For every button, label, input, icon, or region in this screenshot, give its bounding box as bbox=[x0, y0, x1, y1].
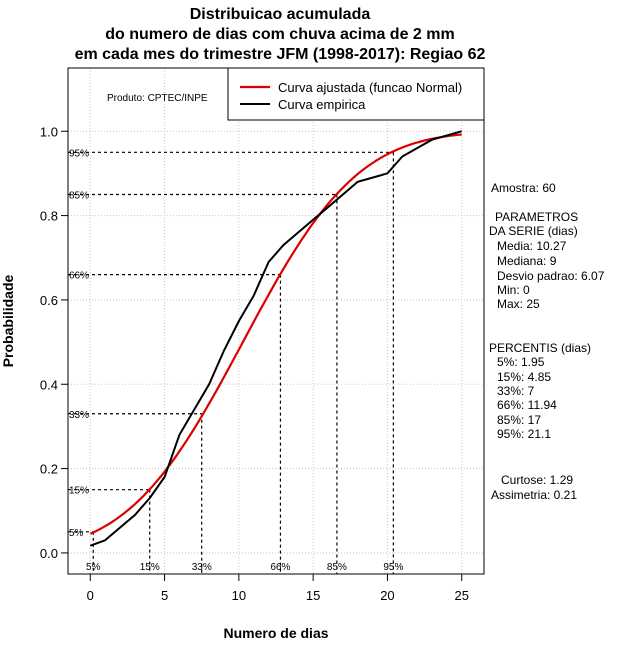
fitted-normal-curve bbox=[89, 133, 462, 535]
x-tick-label: 25 bbox=[454, 588, 468, 603]
percentile-label-y: 85% bbox=[69, 191, 89, 202]
product-label: Produto: CPTEC/INPE bbox=[107, 93, 208, 104]
legend-label-empirical: Curva empirica bbox=[278, 97, 366, 112]
percentile-label-x: 15% bbox=[140, 562, 160, 573]
y-tick-label: 0.2 bbox=[40, 462, 58, 477]
percentil-33: 33%: 7 bbox=[497, 384, 535, 398]
param-max: Max: 25 bbox=[497, 297, 540, 311]
x-tick-label: 0 bbox=[87, 588, 94, 603]
percentile-label-x: 66% bbox=[270, 562, 290, 573]
percentil-5: 5%: 1.95 bbox=[497, 355, 545, 369]
param-mediana: Mediana: 9 bbox=[497, 254, 557, 268]
y-tick-label: 0.6 bbox=[40, 293, 58, 308]
x-tick-label: 15 bbox=[306, 588, 320, 603]
percentile-label-y: 15% bbox=[69, 486, 89, 497]
percentile-label-x: 5% bbox=[86, 562, 101, 573]
legend-label-fitted: Curva ajustada (funcao Normal) bbox=[278, 80, 462, 95]
parametros-title-1: PARAMETROS bbox=[495, 210, 579, 224]
y-tick-label: 1.0 bbox=[40, 124, 58, 139]
percentil-95: 95%: 21.1 bbox=[497, 427, 552, 441]
chart-title-line-3: em cada mes do trimestre JFM (1998-2017)… bbox=[74, 46, 486, 63]
y-axis-title: Probabilidade bbox=[0, 275, 16, 368]
percentile-label-x: 95% bbox=[383, 562, 403, 573]
y-tick-label: 0.4 bbox=[40, 377, 58, 392]
y-tick-label: 0.8 bbox=[40, 209, 58, 224]
plot-frame bbox=[67, 67, 485, 575]
y-tick-label: 0.0 bbox=[40, 546, 58, 561]
percentile-label-x: 33% bbox=[192, 562, 212, 573]
x-tick-label: 5 bbox=[161, 588, 168, 603]
legend-box bbox=[227, 67, 485, 121]
param-desvio: Desvio padrao: 6.07 bbox=[497, 269, 605, 283]
percentis-title: PERCENTIS (dias) bbox=[489, 341, 592, 355]
chart-title-line-1: Distribuicao acumulada bbox=[189, 6, 371, 23]
percentile-label-x: 85% bbox=[327, 562, 347, 573]
percentil-15: 15%: 4.85 bbox=[497, 370, 552, 384]
curtose-label: Curtose: 1.29 bbox=[501, 473, 574, 487]
percentile-label-y: 66% bbox=[69, 271, 89, 282]
percentil-66: 66%: 11.94 bbox=[497, 398, 557, 412]
percentil-85: 85%: 17 bbox=[497, 413, 542, 427]
percentile-label-y: 33% bbox=[69, 410, 89, 421]
param-media: Media: 10.27 bbox=[497, 239, 567, 253]
x-tick-label: 20 bbox=[380, 588, 394, 603]
param-min: Min: 0 bbox=[497, 283, 530, 297]
empirical-curve bbox=[89, 130, 462, 547]
chart-title-line-2: do numero de dias com chuva acima de 2 m… bbox=[105, 26, 455, 43]
amostra-label: Amostra: 60 bbox=[491, 181, 556, 195]
percentile-label-y: 95% bbox=[69, 148, 89, 159]
x-axis-title: Numero de dias bbox=[223, 625, 328, 641]
x-tick-label: 10 bbox=[232, 588, 246, 603]
percentile-label-y: 5% bbox=[69, 528, 84, 539]
assimetria-label: Assimetria: 0.21 bbox=[491, 488, 578, 502]
parametros-title-2: DA SERIE (dias) bbox=[489, 224, 578, 238]
